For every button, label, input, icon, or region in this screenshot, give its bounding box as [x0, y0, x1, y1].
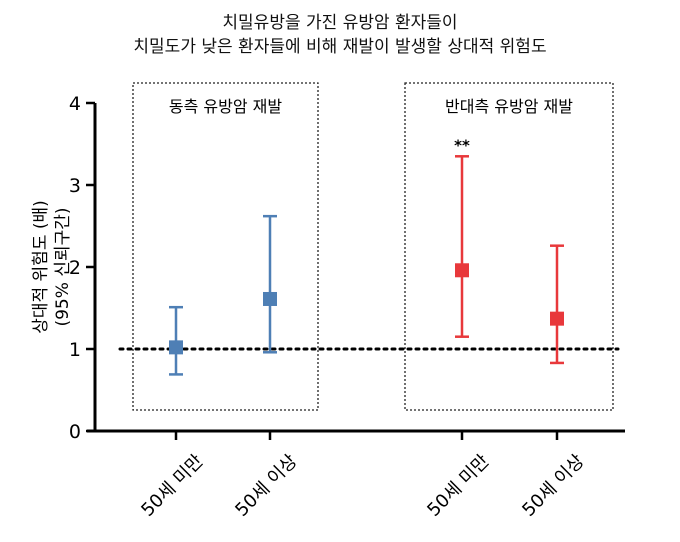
panel-box [404, 82, 614, 411]
x-tick-label: 50세 이상 [518, 451, 588, 521]
point-marker [169, 340, 183, 355]
significance-annotation: ** [454, 136, 470, 154]
x-tick-label: 50세 이상 [231, 451, 301, 521]
y-tick-label: 2 [69, 257, 81, 279]
panel-box [132, 82, 319, 411]
y-axis-label: 상대적 위험도 (배) [31, 200, 51, 334]
point-marker [263, 291, 277, 306]
y-tick-label: 4 [69, 93, 81, 115]
y-tick-label: 0 [69, 421, 81, 443]
panel-boxes: 동측 유방암 재발 반대측 유방암 재발 [132, 82, 614, 411]
y-tick-label: 3 [69, 175, 81, 197]
panel-label: 반대측 유방암 재발 [445, 97, 573, 116]
x-tick-label: 50세 미만 [137, 451, 207, 521]
chart-title-line-1: 치밀유방을 가진 유방암 환자들이 [222, 13, 458, 33]
data-marks: ** [118, 136, 620, 376]
chart-title-line-2: 치밀도가 낮은 환자들에 비해 재발이 발생할 상대적 위험도 [133, 37, 547, 57]
y-axis-label: (95% 신뢰구간) [53, 207, 73, 326]
point-marker [550, 311, 564, 326]
panel-label: 동측 유방암 재발 [169, 97, 282, 116]
axes: 0 1 2 3 4 상대적 위험도 (배) (95% 신뢰구간) 50세 미만 50세 이상 50… [31, 93, 625, 521]
point-marker [455, 263, 469, 278]
y-tick-label: 1 [69, 339, 81, 361]
x-tick-label: 50세 미만 [423, 451, 493, 521]
